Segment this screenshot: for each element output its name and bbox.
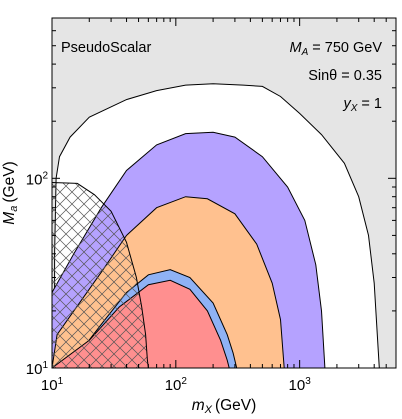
mediator-mass-label: MA = 750 GeV <box>289 40 382 58</box>
coupling-label: yX = 1 <box>342 96 382 114</box>
mixing-angle-label: Sinθ = 0.35 <box>308 68 382 84</box>
x-tick-label: 101 <box>41 376 64 394</box>
y-tick-label: 101 <box>26 360 49 378</box>
x-axis-label: mX (GeV) <box>192 397 257 416</box>
model-label: PseudoScalar <box>61 40 151 56</box>
plot-frame <box>51 17 397 369</box>
region-hatched <box>52 181 149 368</box>
y-axis-label: Ma(GeV) <box>1 161 20 224</box>
x-tick-label: 102 <box>165 376 188 394</box>
y-tick-label: 102 <box>26 170 49 188</box>
x-tick-label: 103 <box>289 376 312 394</box>
